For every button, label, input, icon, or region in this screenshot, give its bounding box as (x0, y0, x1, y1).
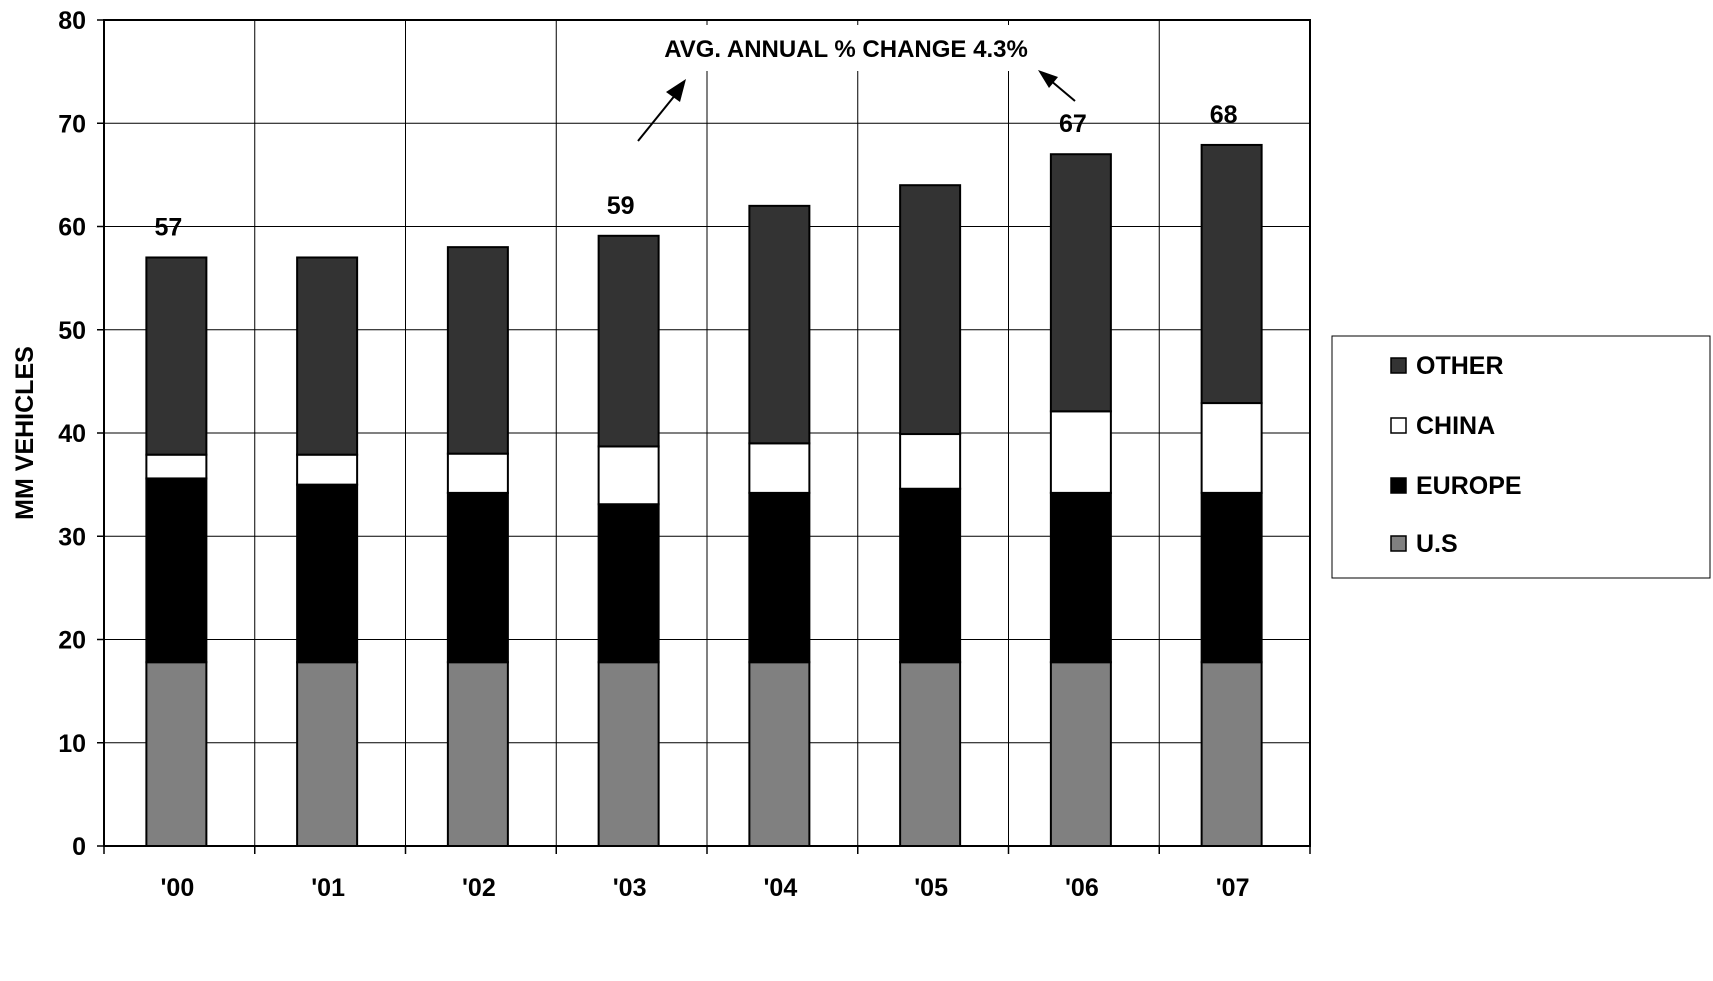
bar-segment-europe (1200, 491, 1263, 664)
y-axis-title: MM VEHICLES (11, 346, 39, 520)
bars (145, 143, 1263, 848)
bar-segment-other (1049, 153, 1112, 413)
bar-segment-europe (446, 491, 509, 664)
legend-swatch (1390, 535, 1407, 552)
bar-segment-china (296, 453, 359, 486)
bar-segment-u-s (899, 661, 962, 848)
bar-segment-china (597, 445, 660, 506)
bar-segment-other (597, 234, 660, 448)
bar-segment-china (1049, 410, 1112, 494)
bar-segment-china (1200, 402, 1263, 494)
total-labels: 57 59 67 68 (154, 101, 1237, 242)
annotation-background (634, 25, 1058, 71)
annotation-text: AVG. ANNUAL % CHANGE 4.3% (664, 36, 1028, 63)
x-tick-label: '00 (160, 874, 194, 902)
growth-annotation: AVG. ANNUAL % CHANGE 4.3% (634, 25, 1076, 142)
legend-swatch (1390, 477, 1407, 494)
bar-segment-other (1200, 143, 1263, 405)
bar-total-label: 57 (154, 213, 182, 241)
y-tick-label: 80 (58, 7, 86, 35)
bar-segment-europe (145, 477, 208, 664)
x-tick-label: '07 (1216, 874, 1250, 902)
bar-segment-other (145, 256, 208, 456)
y-tick-label: 30 (58, 523, 86, 551)
bar-segment-europe (296, 483, 359, 664)
bar-segment-u-s (1049, 661, 1112, 848)
annotation-arrow-left-head (666, 79, 686, 102)
x-tick-label: '02 (462, 874, 496, 902)
bar-segment-china (145, 453, 208, 480)
annotation-arrow-right (1049, 79, 1076, 102)
legend-swatch (1390, 417, 1407, 434)
bar-segment-europe (748, 491, 811, 664)
x-tick-label: '03 (613, 874, 647, 902)
legend-label: U.S (1416, 530, 1458, 558)
x-tick-label: '04 (763, 874, 797, 902)
y-tick-label: 20 (58, 627, 86, 655)
x-axis: '00 '01 '02 '03 '04 '05 '06 '07 (103, 846, 1311, 902)
legend: OTHER CHINA EUROPE U.S (1331, 335, 1711, 579)
y-tick-label: 50 (58, 317, 86, 345)
legend-items: OTHER CHINA EUROPE U.S (1390, 352, 1522, 558)
legend-box (1331, 335, 1711, 579)
bar-segment-china (748, 442, 811, 494)
legend-swatch (1390, 357, 1407, 374)
gridlines (104, 19, 1310, 847)
bar-total-label: 59 (607, 192, 635, 220)
x-tick-label: '06 (1065, 874, 1099, 902)
bar-segment-u-s (748, 661, 811, 848)
bar-segment-europe (1049, 491, 1112, 664)
bar-segment-china (899, 433, 962, 490)
bar-segment-other (899, 184, 962, 436)
bar-segment-europe (899, 487, 962, 664)
x-tick-label: '05 (914, 874, 948, 902)
y-tick-label: 40 (58, 420, 86, 448)
legend-label: OTHER (1416, 352, 1504, 380)
x-tick-label: '01 (311, 874, 345, 902)
annotation-arrow-left (637, 93, 677, 142)
legend-label: EUROPE (1416, 472, 1522, 500)
bar-segment-china (446, 452, 509, 494)
bar-segment-u-s (1200, 661, 1263, 848)
y-tick-label: 0 (72, 833, 86, 861)
bar-segment-other (748, 204, 811, 445)
bar-segment-u-s (296, 661, 359, 848)
annotation-arrow-right-head (1038, 70, 1058, 88)
bar-segment-other (446, 246, 509, 455)
y-tick-label: 10 (58, 730, 86, 758)
bar-segment-u-s (597, 661, 660, 848)
bar-total-label: 68 (1210, 101, 1238, 129)
y-tick-label: 60 (58, 214, 86, 242)
bar-segment-europe (597, 503, 660, 664)
y-tick-label: 70 (58, 110, 86, 138)
bar-segment-other (296, 256, 359, 456)
bar-segment-u-s (145, 661, 208, 848)
legend-label: CHINA (1416, 412, 1495, 440)
bar-total-label: 67 (1059, 110, 1087, 138)
y-axis: 0 10 20 30 40 50 60 70 80 (58, 7, 104, 861)
bar-segment-u-s (446, 661, 509, 848)
